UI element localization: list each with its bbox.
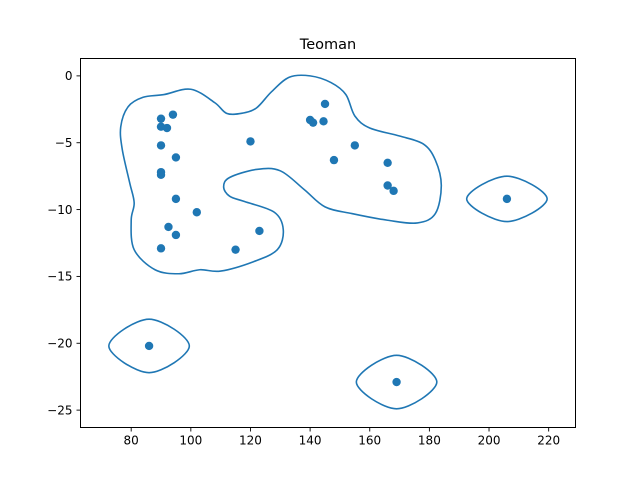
y-tick-label: −5 <box>55 136 73 150</box>
data-point <box>329 155 339 165</box>
point-layer <box>144 99 512 387</box>
x-tick-label: 160 <box>358 434 381 448</box>
y-axis: 0 −5 −10 −15 −20 −25 <box>47 69 81 417</box>
data-point <box>168 110 178 119</box>
chart-title: Teoman <box>299 37 356 53</box>
x-tick-label: 220 <box>537 434 560 448</box>
data-point <box>392 377 401 387</box>
y-tick-label: −25 <box>47 403 72 417</box>
contour-line-3 <box>108 318 191 374</box>
x-tick-label: 140 <box>299 434 322 448</box>
data-point <box>350 141 360 150</box>
data-point <box>255 226 264 236</box>
data-point <box>389 186 398 196</box>
data-point <box>320 99 330 109</box>
contour-line-4 <box>355 354 438 410</box>
data-point <box>319 117 328 126</box>
x-axis: 80 100 120 140 160 180 200 220 <box>124 427 560 448</box>
data-point <box>192 208 201 217</box>
data-point <box>156 141 166 150</box>
data-point <box>156 244 166 253</box>
x-tick-label: 80 <box>124 434 139 448</box>
data-point <box>383 181 392 190</box>
y-tick-label: 0 <box>65 69 73 83</box>
y-tick-label: −15 <box>47 270 72 284</box>
data-point <box>162 123 172 133</box>
y-tick-label: −20 <box>47 337 72 351</box>
plot-area-frame <box>80 58 576 428</box>
data-point <box>171 230 181 240</box>
data-point <box>231 245 240 254</box>
data-point <box>164 222 173 232</box>
data-point <box>144 341 154 351</box>
data-point <box>246 137 255 146</box>
contour-layer <box>108 74 548 410</box>
data-point <box>171 153 181 162</box>
data-point <box>502 194 512 204</box>
data-point <box>308 118 318 127</box>
contour-line-1 <box>119 74 443 275</box>
x-tick-label: 180 <box>418 434 441 448</box>
data-point <box>156 114 166 123</box>
y-tick-label: −10 <box>47 203 72 217</box>
x-tick-label: 120 <box>239 434 262 448</box>
data-point <box>171 194 181 204</box>
x-tick-label: 200 <box>478 434 501 448</box>
x-tick-label: 100 <box>179 434 202 448</box>
data-point <box>383 158 392 167</box>
contour-line-2 <box>465 175 548 223</box>
data-point <box>156 170 166 180</box>
